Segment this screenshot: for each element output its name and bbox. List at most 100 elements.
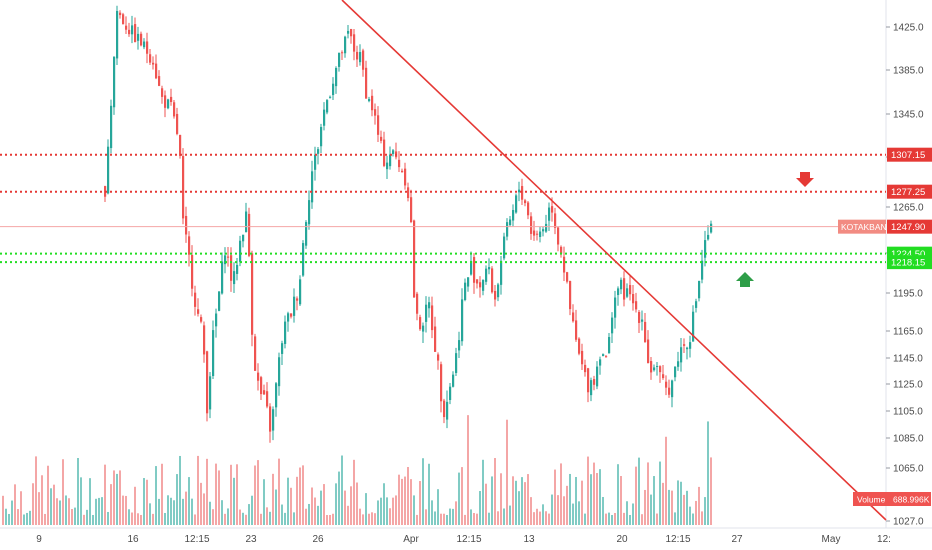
candle-body <box>215 313 218 327</box>
volume-bar <box>233 477 235 525</box>
candle-body <box>194 292 197 307</box>
price-tick-label: 1425.0 <box>893 23 924 34</box>
candle-body <box>443 400 446 418</box>
volume-bar <box>41 475 43 525</box>
volume-bar <box>287 477 289 525</box>
volume-bar <box>416 514 418 525</box>
candle-body <box>368 99 371 102</box>
volume-bar <box>317 505 319 525</box>
volume-bar <box>617 464 619 525</box>
candle-body <box>665 381 668 388</box>
price-tag-1277-text: 1277.25 <box>891 187 925 198</box>
candle-body <box>164 95 167 108</box>
candle-body <box>155 63 158 79</box>
candle-body <box>149 54 152 63</box>
candle-body <box>572 312 575 322</box>
volume-bar <box>272 473 274 525</box>
volume-bar <box>119 470 121 525</box>
candle-body <box>245 211 248 232</box>
candle-body <box>254 336 257 371</box>
volume-bar <box>563 496 565 525</box>
volume-bar <box>257 460 259 525</box>
volume-bar <box>362 514 364 525</box>
candle-body <box>293 296 296 316</box>
volume-bar <box>530 497 532 525</box>
candle-body <box>281 343 284 354</box>
candle-body <box>611 317 614 334</box>
candle-body <box>347 30 350 34</box>
volume-bar <box>407 467 409 525</box>
time-tick-label: 12:15 <box>456 534 481 545</box>
volume-bar <box>161 463 163 525</box>
volume-bar <box>557 495 559 525</box>
volume-bar <box>344 490 346 525</box>
candle-body <box>353 34 356 52</box>
price-tick-label: 1065.0 <box>893 464 924 475</box>
volume-bar <box>368 513 370 525</box>
volume-bar <box>371 512 373 525</box>
candle-body <box>431 305 434 331</box>
candle-body <box>248 213 251 256</box>
volume-bar <box>647 462 649 525</box>
volume-bar <box>86 509 88 525</box>
volume-bar <box>296 476 298 525</box>
volume-bar <box>632 503 634 525</box>
candle-body <box>119 12 122 16</box>
volume-bar <box>689 506 691 525</box>
candle-body <box>338 52 341 67</box>
candle-body <box>116 10 119 59</box>
volume-bar <box>80 477 82 525</box>
candle-body <box>635 301 638 310</box>
volume-bar <box>290 487 292 525</box>
volume-bar <box>113 470 115 525</box>
volume-bar <box>212 509 214 525</box>
candle-body <box>710 223 713 233</box>
candle-body <box>323 109 326 126</box>
volume-bar <box>65 495 67 525</box>
volume-bar <box>338 471 340 525</box>
volume-bar <box>158 498 160 525</box>
candle-body <box>356 51 359 60</box>
volume-bar <box>584 513 586 525</box>
candle-body <box>653 367 656 371</box>
candle-body <box>290 313 293 317</box>
candle-body <box>530 216 533 234</box>
candle-body <box>566 272 569 282</box>
time-tick-label: 23 <box>245 534 257 545</box>
candle-body <box>227 256 230 258</box>
volume-bar <box>509 505 511 525</box>
candle-body <box>377 115 380 135</box>
volume-bar <box>473 513 475 525</box>
volume-bar <box>482 459 484 525</box>
price-tag-1224-text: 1224.50 <box>891 249 925 260</box>
candle-body <box>398 159 401 168</box>
volume-bar <box>554 469 556 525</box>
candle-body <box>638 311 641 323</box>
volume-bar <box>239 509 241 525</box>
volume-bar <box>581 480 583 525</box>
volume-bar <box>107 511 109 525</box>
candle-body <box>122 14 125 25</box>
volume-bar <box>623 512 625 525</box>
volume-bar <box>188 477 190 525</box>
volume-bar <box>98 497 100 525</box>
volume-bar <box>392 497 394 525</box>
volume-bar <box>26 512 28 525</box>
candle-body <box>446 401 449 420</box>
candle-body <box>185 215 188 235</box>
volume-bar <box>152 513 154 525</box>
volume-bar <box>131 512 133 525</box>
candle-body <box>563 256 566 273</box>
volume-bar <box>488 512 490 525</box>
volume-bar <box>518 491 520 525</box>
candle-body <box>512 210 515 221</box>
volume-bar <box>32 483 34 525</box>
volume-bar <box>350 486 352 525</box>
candle-body <box>542 229 545 232</box>
candle-body <box>359 52 362 63</box>
candle-body <box>287 313 290 322</box>
candle-body <box>296 298 299 301</box>
volume-bar <box>359 508 361 525</box>
